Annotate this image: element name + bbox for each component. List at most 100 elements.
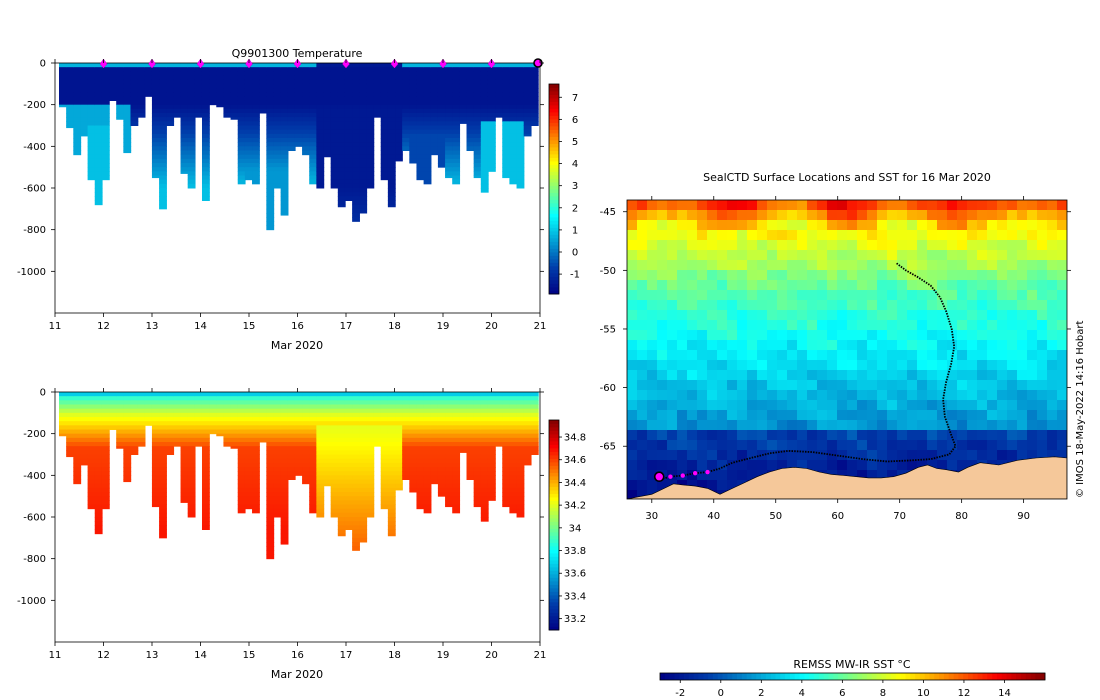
colorbar-cell [549, 283, 559, 288]
sst-cell [777, 270, 788, 281]
temperature-cell [302, 71, 310, 76]
temperature-cell [330, 154, 339, 160]
temperature-cell [94, 104, 103, 110]
temperature-cell [159, 183, 167, 189]
temperature-cell [201, 188, 210, 193]
sst-cell [707, 420, 718, 431]
temperature-cell [473, 133, 482, 139]
temperature-cell [359, 67, 368, 72]
sst-cell [867, 250, 878, 261]
temperature-cell [130, 104, 139, 110]
sst-cell [777, 380, 788, 391]
salinity-cell [423, 487, 432, 493]
salinity-cell [316, 496, 325, 501]
salinity-cell [273, 512, 282, 518]
colorbar-cell [549, 434, 559, 438]
temperature-cell [244, 150, 253, 156]
salinity-cell [287, 475, 296, 480]
salinity-cell [380, 392, 389, 397]
colorbar-cell [549, 441, 559, 445]
salinity-cell [302, 475, 310, 480]
colorbar-cell [549, 451, 559, 456]
temperature-cell [201, 196, 210, 201]
salinity-cell [430, 454, 439, 460]
temperature-cell [387, 108, 396, 114]
colorbar-cell [549, 101, 559, 106]
sst-cell [877, 450, 888, 461]
salinity-cell [66, 421, 74, 426]
sst-cell [1057, 280, 1067, 291]
salinity-cell [273, 454, 282, 460]
sst-cell [787, 250, 798, 261]
temperature-cell [273, 163, 282, 168]
temperature-cell [387, 79, 396, 85]
salinity-cell [230, 408, 239, 414]
salinity-profile [366, 392, 375, 518]
salinity-cell [201, 467, 210, 472]
temperature-cell [73, 75, 82, 81]
temperature-cell [187, 125, 196, 131]
temperature-cell [366, 183, 375, 189]
temperature-cell [180, 88, 189, 93]
sst-cell [747, 200, 758, 211]
sst-cell [687, 260, 698, 271]
temperature-cell [151, 150, 160, 156]
sst-cell [747, 420, 758, 431]
temperature-profile [352, 63, 360, 222]
temperature-cell [430, 92, 439, 97]
temperature-cell [66, 117, 74, 122]
temperature-cell [495, 67, 503, 72]
sst-cell [797, 400, 808, 411]
sst-cell [707, 210, 718, 221]
salinity-cell [123, 437, 132, 443]
salinity-cell [80, 396, 89, 401]
temperature-cell [137, 96, 146, 101]
temperature-cell [352, 171, 360, 176]
temperature-cell [359, 88, 368, 93]
salinity-cell [309, 396, 318, 401]
temperature-cell [509, 158, 518, 164]
temperature-cell [159, 188, 167, 193]
colorbar-cell [549, 224, 559, 228]
temperature-cell [230, 108, 239, 114]
temperature-cell [395, 104, 403, 110]
salinity-cell [187, 417, 196, 422]
temperature-cell [294, 88, 303, 93]
temperature-cell [94, 125, 103, 131]
temperature-cell [487, 154, 496, 160]
sst-cell [767, 440, 778, 451]
temperature-cell [344, 179, 353, 185]
salinity-cell [252, 442, 260, 447]
temperature-cell [94, 71, 103, 76]
salinity-cell [395, 483, 403, 489]
sst-cell [917, 240, 928, 251]
salinity-cell [101, 462, 110, 468]
temperature-cell [237, 133, 246, 139]
temperature-cell [402, 125, 410, 131]
sst-cell [637, 360, 648, 371]
salinity-cell [344, 508, 353, 514]
profile-marker [342, 58, 350, 69]
salinity-cell [416, 412, 425, 418]
salinity-cell [487, 412, 496, 418]
sst-cell [647, 390, 658, 401]
salinity-cell [266, 404, 275, 410]
sst-cell [1047, 270, 1058, 281]
sst-cell [647, 400, 658, 411]
sst-cell [1057, 340, 1067, 351]
sst-cell [847, 340, 858, 351]
temperature-cell [480, 67, 489, 72]
temperature-cell [59, 79, 67, 85]
temperature-cell [452, 125, 461, 131]
temperature-cell [223, 104, 232, 110]
salinity-cell [151, 425, 160, 430]
temperature-cell [352, 125, 360, 131]
sst-cell [1007, 300, 1018, 311]
sst-cell [807, 290, 818, 301]
sst-cell [937, 330, 948, 341]
sst-cell [687, 300, 698, 311]
temperature-cell [94, 150, 103, 156]
salinity-cell [266, 471, 275, 476]
temperature-cell [201, 113, 210, 118]
sst-cell [837, 280, 848, 291]
